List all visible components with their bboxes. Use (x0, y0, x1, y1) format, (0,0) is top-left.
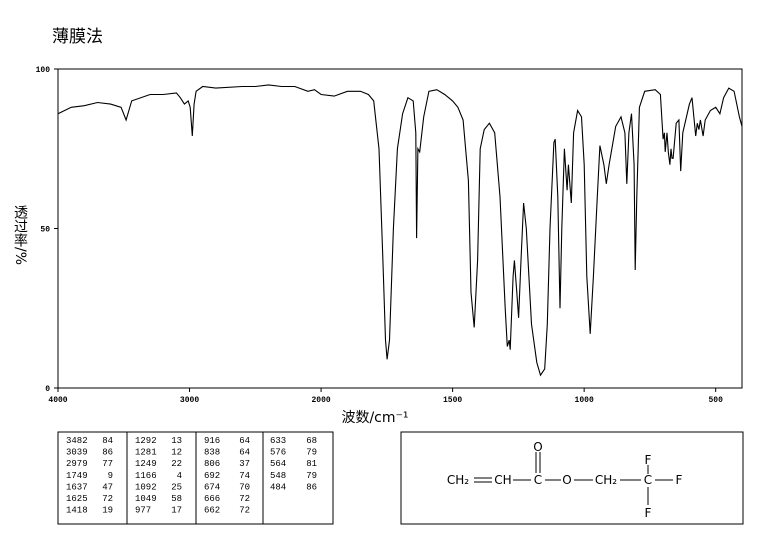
peak-wavenumber: 1092 (135, 482, 157, 492)
structure-frame (400, 431, 744, 525)
peak-transmittance: 79 (306, 471, 317, 481)
atom-label: O (562, 473, 571, 487)
peak-transmittance: 70 (239, 482, 250, 492)
spectrum-line (57, 84, 743, 377)
x-tick-label: 3000 (180, 396, 199, 405)
peak-wavenumber: 1292 (135, 436, 157, 446)
peak-transmittance: 9 (108, 471, 113, 481)
peak-transmittance: 64 (239, 448, 250, 458)
peak-table (57, 431, 334, 525)
atom-label: CH₂ (595, 473, 617, 487)
peak-wavenumber: 1418 (66, 506, 88, 516)
peak-transmittance: 84 (102, 436, 113, 446)
atom-label: CH (494, 473, 511, 487)
peak-wavenumber: 1625 (66, 494, 88, 504)
peak-wavenumber: 1049 (135, 494, 157, 504)
peak-transmittance: 19 (102, 506, 113, 516)
peak-wavenumber: 692 (204, 471, 220, 481)
peak-wavenumber: 3039 (66, 448, 88, 458)
atom-label: F (645, 506, 652, 520)
peak-wavenumber: 838 (204, 448, 220, 458)
peak-wavenumber: 548 (270, 471, 286, 481)
peak-transmittance: 17 (171, 506, 182, 516)
y-tick-label: 100 (36, 66, 51, 75)
peak-transmittance: 74 (239, 471, 250, 481)
atom-label: C (644, 473, 652, 487)
peak-transmittance: 81 (306, 459, 317, 469)
peak-transmittance: 25 (171, 482, 182, 492)
peak-wavenumber: 674 (204, 482, 220, 492)
peak-wavenumber: 1281 (135, 448, 157, 458)
peak-transmittance: 86 (102, 448, 113, 458)
peak-wavenumber: 662 (204, 506, 220, 516)
peak-wavenumber: 1637 (66, 482, 88, 492)
y-axis-label: 透过率/% (12, 205, 28, 265)
peak-wavenumber: 3482 (66, 436, 88, 446)
x-axis-label: 波数/cm⁻¹ (341, 410, 408, 426)
structure: CH₂ CH C O O CH₂ C F F F (400, 431, 744, 525)
x-tick-label: 4000 (48, 396, 67, 405)
peak-transmittance: 58 (171, 494, 182, 504)
peak-transmittance: 77 (102, 459, 113, 469)
peak-transmittance: 68 (306, 436, 317, 446)
y-tick-label: 50 (40, 226, 50, 235)
peak-transmittance: 22 (171, 459, 182, 469)
peak-transmittance: 37 (239, 459, 250, 469)
peak-transmittance: 13 (171, 436, 182, 446)
peak-wavenumber: 916 (204, 436, 220, 446)
peak-wavenumber: 484 (270, 482, 286, 492)
atom-label: F (645, 453, 652, 467)
peak-wavenumber: 1249 (135, 459, 157, 469)
peak-wavenumber: 806 (204, 459, 220, 469)
peak-wavenumber: 666 (204, 494, 220, 504)
peak-transmittance: 4 (177, 471, 182, 481)
chart-title: 薄膜法 (52, 27, 103, 47)
x-tick-label: 500 (708, 396, 723, 405)
atom-label: F (676, 473, 683, 487)
x-tick-label: 1500 (443, 396, 462, 405)
atom-label: CH₂ (447, 473, 469, 487)
peak-transmittance: 72 (239, 494, 250, 504)
x-tick-label: 2000 (311, 396, 330, 405)
peak-transmittance: 64 (239, 436, 250, 446)
peak-wavenumber: 576 (270, 448, 286, 458)
peak-transmittance: 47 (102, 482, 113, 492)
atom-label: O (533, 440, 542, 454)
peak-transmittance: 79 (306, 448, 317, 458)
peak-transmittance: 72 (239, 506, 250, 516)
y-tick-label: 0 (45, 385, 50, 394)
peak-transmittance: 12 (171, 448, 182, 458)
peak-wavenumber: 564 (270, 459, 286, 469)
peak-wavenumber: 977 (135, 506, 151, 516)
peak-wavenumber: 633 (270, 436, 286, 446)
peak-transmittance: 86 (306, 482, 317, 492)
x-tick-label: 1000 (575, 396, 594, 405)
atom-label: C (534, 473, 542, 487)
peak-wavenumber: 1749 (66, 471, 88, 481)
peak-wavenumber: 1166 (135, 471, 157, 481)
peak-wavenumber: 2979 (66, 459, 88, 469)
peak-transmittance: 72 (102, 494, 113, 504)
